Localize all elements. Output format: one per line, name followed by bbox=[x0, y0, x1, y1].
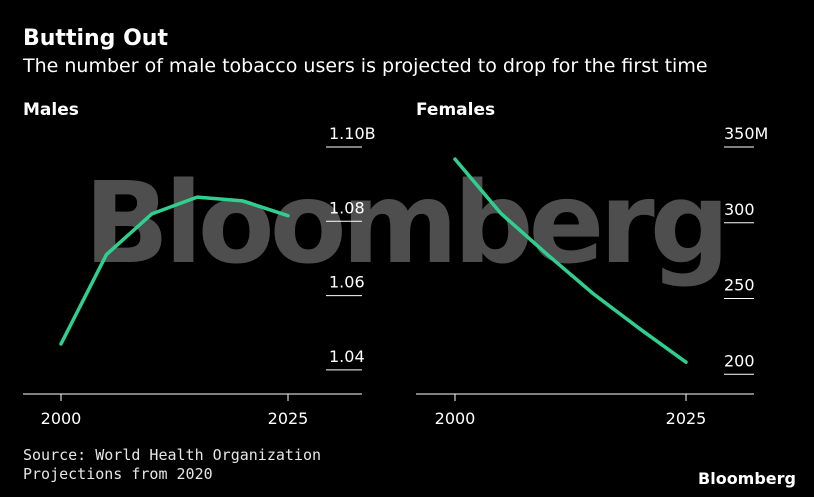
females-panel-title: Females bbox=[416, 100, 496, 120]
males-ytick-label: 1.06 bbox=[329, 273, 365, 292]
bloomberg-watermark: Bloomberg bbox=[84, 159, 730, 289]
females-series-line bbox=[453, 157, 688, 364]
females-xtick-label: 2025 bbox=[666, 409, 707, 428]
males-ytick-label: 1.08 bbox=[329, 198, 365, 217]
females-ytick-label: 300 bbox=[724, 200, 755, 219]
projection-note: Projections from 2020 bbox=[23, 465, 213, 483]
source-text: Source: World Health Organization bbox=[23, 446, 322, 464]
males-xtick-label: 2025 bbox=[268, 409, 309, 428]
females-ytick-label: 200 bbox=[724, 351, 755, 370]
males-ytick-label: 1.04 bbox=[329, 347, 365, 366]
males-xtick-label: 2000 bbox=[41, 409, 82, 428]
females-ytick-label: 350M bbox=[724, 124, 768, 143]
males-series-line bbox=[59, 195, 290, 346]
chart-title: Butting Out bbox=[23, 26, 168, 51]
males-panel-title: Males bbox=[23, 100, 79, 120]
source-note: Source: World Health Organization Projec… bbox=[23, 446, 321, 484]
chart-subtitle: The number of male tobacco users is proj… bbox=[23, 55, 708, 77]
females-ytick-label: 250 bbox=[724, 276, 755, 295]
females-xtick-label: 2000 bbox=[435, 409, 476, 428]
bloomberg-logo: Bloomberg bbox=[698, 469, 796, 488]
males-ytick-label: 1.10B bbox=[329, 124, 376, 143]
